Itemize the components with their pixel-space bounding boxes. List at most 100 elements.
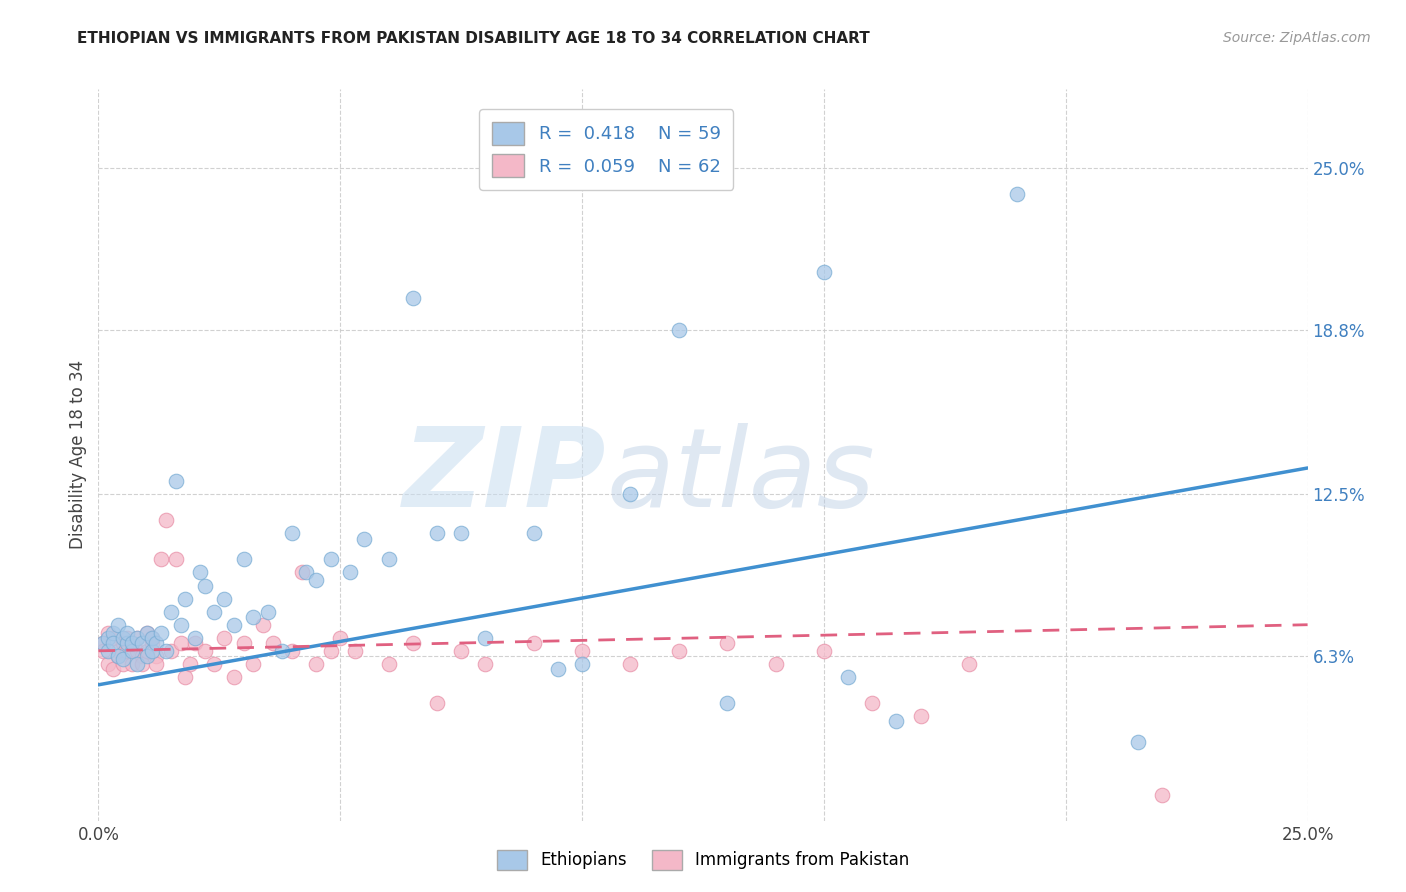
Point — [160, 605, 183, 619]
Point — [117, 631, 139, 645]
Point — [101, 636, 124, 650]
Point — [339, 566, 361, 580]
Point — [111, 636, 134, 650]
Point — [121, 636, 143, 650]
Point — [305, 574, 328, 588]
Point — [91, 636, 114, 650]
Point — [402, 636, 425, 650]
Point — [97, 657, 120, 671]
Point — [121, 636, 143, 650]
Point — [377, 657, 399, 671]
Point — [160, 644, 183, 658]
Point — [886, 714, 908, 729]
Point — [242, 610, 264, 624]
Point — [523, 636, 546, 650]
Point — [91, 636, 114, 650]
Point — [127, 644, 149, 658]
Point — [262, 636, 284, 650]
Point — [169, 617, 191, 632]
Point — [474, 657, 496, 671]
Point — [155, 644, 177, 658]
Point — [1152, 788, 1174, 802]
Point — [212, 591, 235, 606]
Point — [101, 662, 124, 676]
Point — [319, 644, 342, 658]
Point — [252, 617, 274, 632]
Point — [111, 657, 134, 671]
Point — [813, 644, 835, 658]
Point — [319, 552, 342, 566]
Point — [523, 526, 546, 541]
Point — [957, 657, 980, 671]
Point — [127, 631, 149, 645]
Point — [184, 631, 207, 645]
Point — [222, 670, 245, 684]
Point — [256, 605, 278, 619]
Point — [571, 657, 593, 671]
Point — [204, 605, 226, 619]
Legend: R =  0.418    N = 59, R =  0.059    N = 62: R = 0.418 N = 59, R = 0.059 N = 62 — [479, 109, 734, 190]
Point — [571, 644, 593, 658]
Point — [121, 657, 143, 671]
Point — [141, 644, 163, 658]
Point — [131, 657, 153, 671]
Point — [131, 636, 153, 650]
Point — [145, 636, 167, 650]
Point — [426, 696, 449, 710]
Point — [101, 631, 124, 645]
Point — [860, 696, 883, 710]
Point — [135, 625, 157, 640]
Point — [117, 625, 139, 640]
Point — [107, 649, 129, 664]
Point — [765, 657, 787, 671]
Point — [716, 636, 738, 650]
Point — [169, 636, 191, 650]
Point — [141, 631, 163, 645]
Point — [117, 644, 139, 658]
Point — [668, 644, 690, 658]
Point — [377, 552, 399, 566]
Point — [295, 566, 318, 580]
Point — [188, 566, 211, 580]
Point — [174, 670, 197, 684]
Point — [194, 578, 217, 592]
Point — [450, 644, 472, 658]
Point — [619, 657, 641, 671]
Point — [194, 644, 217, 658]
Point — [135, 644, 157, 658]
Text: ETHIOPIAN VS IMMIGRANTS FROM PAKISTAN DISABILITY AGE 18 TO 34 CORRELATION CHART: ETHIOPIAN VS IMMIGRANTS FROM PAKISTAN DI… — [77, 31, 870, 46]
Point — [97, 625, 120, 640]
Point — [97, 644, 120, 658]
Point — [150, 552, 173, 566]
Point — [127, 631, 149, 645]
Point — [426, 526, 449, 541]
Point — [141, 636, 163, 650]
Point — [117, 636, 139, 650]
Point — [121, 644, 143, 658]
Point — [107, 644, 129, 658]
Point — [135, 649, 157, 664]
Point — [184, 636, 207, 650]
Point — [111, 631, 134, 645]
Point — [101, 625, 124, 640]
Point — [1128, 735, 1150, 749]
Point — [353, 532, 375, 546]
Point — [547, 662, 569, 676]
Point — [165, 474, 187, 488]
Point — [165, 552, 187, 566]
Text: Source: ZipAtlas.com: Source: ZipAtlas.com — [1223, 31, 1371, 45]
Point — [837, 670, 859, 684]
Point — [155, 513, 177, 527]
Point — [111, 651, 134, 665]
Text: ZIP: ZIP — [402, 424, 606, 531]
Point — [222, 617, 245, 632]
Point — [271, 644, 294, 658]
Point — [281, 644, 304, 658]
Point — [97, 631, 120, 645]
Point — [107, 649, 129, 664]
Point — [281, 526, 304, 541]
Point — [242, 657, 264, 671]
Point — [232, 636, 254, 650]
Point — [619, 487, 641, 501]
Point — [179, 657, 201, 671]
